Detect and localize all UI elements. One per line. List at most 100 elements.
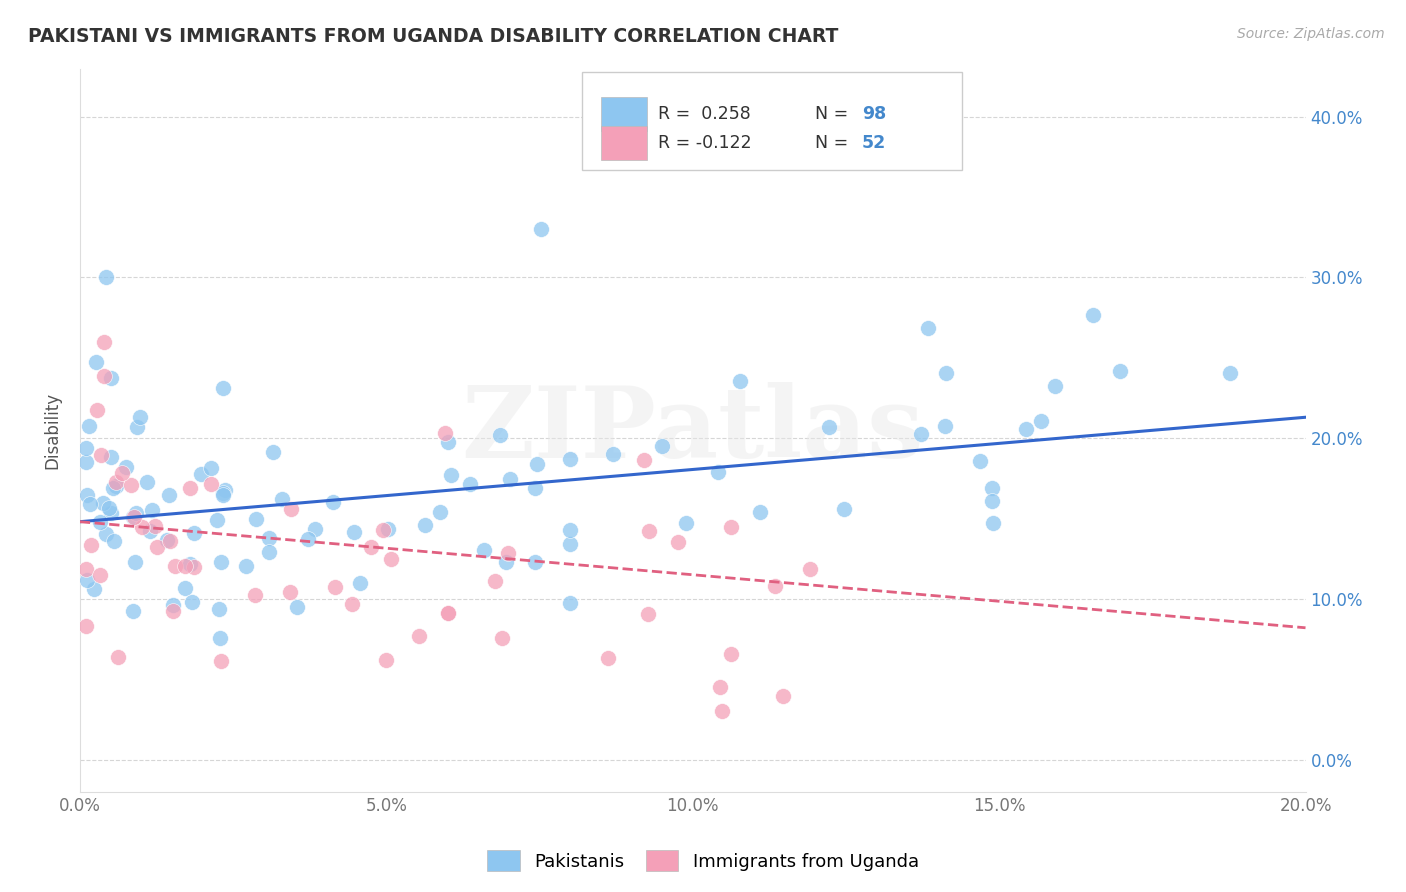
Text: R = -0.122: R = -0.122	[658, 134, 752, 152]
Point	[100, 506, 122, 520]
Point	[558, 596, 581, 610]
Point	[262, 445, 284, 459]
Point	[83, 582, 105, 596]
Point	[100, 450, 122, 464]
Text: 98: 98	[862, 105, 886, 123]
Point	[107, 650, 129, 665]
Point	[124, 506, 146, 520]
Point	[159, 534, 181, 549]
Point	[257, 531, 280, 545]
Point	[558, 536, 581, 550]
Point	[84, 355, 107, 369]
Point	[834, 502, 856, 516]
Point	[981, 516, 1004, 531]
Point	[374, 653, 396, 667]
Point	[173, 581, 195, 595]
Point	[183, 526, 205, 541]
Point	[530, 222, 553, 236]
Point	[325, 580, 347, 594]
Point	[214, 483, 236, 498]
Point	[270, 491, 292, 506]
FancyBboxPatch shape	[582, 72, 962, 169]
Point	[297, 532, 319, 546]
Point	[349, 575, 371, 590]
Legend: Pakistanis, Immigrants from Uganda: Pakistanis, Immigrants from Uganda	[479, 843, 927, 879]
Point	[163, 558, 186, 573]
Text: ZIPatlas: ZIPatlas	[461, 382, 924, 479]
Point	[94, 270, 117, 285]
Point	[1083, 309, 1105, 323]
Point	[980, 481, 1002, 495]
Point	[1108, 364, 1130, 378]
Point	[489, 428, 512, 442]
Point	[1015, 422, 1038, 436]
Point	[373, 523, 395, 537]
Point	[111, 466, 134, 480]
Point	[440, 468, 463, 483]
Point	[89, 515, 111, 529]
Point	[526, 457, 548, 471]
Point	[77, 418, 100, 433]
Point	[728, 375, 751, 389]
Point	[131, 520, 153, 534]
Point	[460, 477, 482, 491]
Text: R =  0.258: R = 0.258	[658, 105, 751, 123]
Point	[917, 320, 939, 334]
Point	[280, 502, 302, 516]
Point	[76, 573, 98, 587]
Point	[257, 544, 280, 558]
Point	[121, 509, 143, 524]
Point	[162, 604, 184, 618]
Point	[200, 461, 222, 475]
Point	[157, 488, 180, 502]
Point	[75, 619, 97, 633]
Point	[141, 503, 163, 517]
Point	[139, 524, 162, 538]
Point	[181, 595, 204, 609]
Point	[146, 540, 169, 554]
Point	[190, 467, 212, 481]
Point	[377, 522, 399, 536]
Point	[208, 631, 231, 645]
Point	[558, 451, 581, 466]
Text: PAKISTANI VS IMMIGRANTS FROM UGANDA DISABILITY CORRELATION CHART: PAKISTANI VS IMMIGRANTS FROM UGANDA DISA…	[28, 27, 838, 45]
Point	[749, 505, 772, 519]
Point	[200, 476, 222, 491]
Text: 52: 52	[862, 134, 886, 152]
Point	[179, 557, 201, 571]
Point	[212, 485, 235, 500]
Point	[429, 505, 451, 519]
Point	[1029, 414, 1052, 428]
Point	[93, 334, 115, 349]
Point	[720, 520, 742, 534]
Point	[127, 419, 149, 434]
Point	[709, 680, 731, 694]
Point	[75, 455, 97, 469]
Point	[143, 519, 166, 533]
Point	[910, 426, 932, 441]
Point	[523, 555, 546, 569]
Point	[80, 538, 103, 552]
Point	[413, 517, 436, 532]
Point	[114, 459, 136, 474]
Point	[122, 509, 145, 524]
Point	[934, 418, 956, 433]
Point	[602, 447, 624, 461]
Point	[207, 513, 229, 527]
Point	[208, 602, 231, 616]
Point	[763, 579, 786, 593]
Point	[472, 542, 495, 557]
Point	[162, 598, 184, 612]
Point	[89, 568, 111, 582]
Text: Source: ZipAtlas.com: Source: ZipAtlas.com	[1237, 27, 1385, 41]
Bar	[600, 126, 647, 161]
Point	[304, 522, 326, 536]
Point	[86, 403, 108, 417]
Point	[711, 704, 734, 718]
Point	[103, 482, 125, 496]
Point	[598, 651, 620, 665]
Point	[75, 441, 97, 455]
Point	[637, 524, 659, 538]
Point	[434, 425, 457, 440]
Point	[436, 606, 458, 620]
